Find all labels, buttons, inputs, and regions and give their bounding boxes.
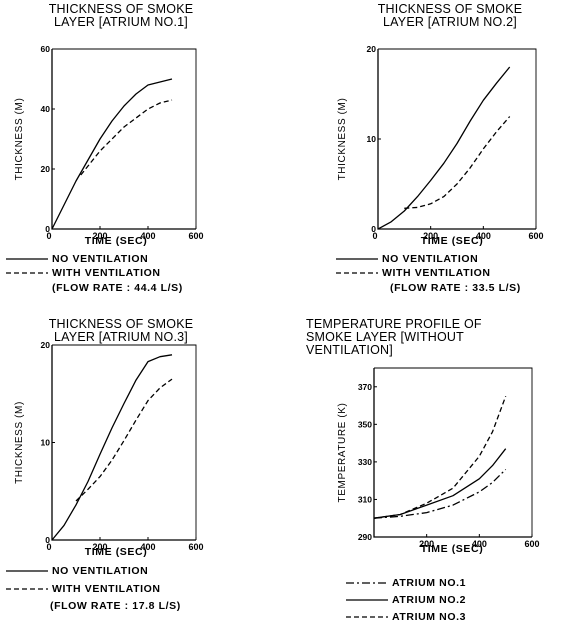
axis-frame-box [52,344,197,540]
series-line-atrium-no-3 [373,395,507,519]
y-axis-label: THICKNESS (M) [14,98,25,181]
y-tick-label: 0 [371,224,376,234]
x-axis-label: TIME (SEC) [421,543,484,555]
axis-frame [373,368,532,538]
chart4-legend-label-atrium2: ATRIUM NO.2 [392,594,467,606]
series-line-no-ventilation [51,78,173,230]
y-tick-label: 0 [45,224,50,234]
chart4-legend-label-atrium1: ATRIUM NO.1 [392,577,467,589]
x-axis-label: TIME (SEC) [85,235,148,247]
chart4-title-line1: TEMPERATURE PROFILE OF [306,317,482,331]
chart1-legend-label-with-vent: WITH VENTILATION [52,267,161,279]
x-axis-label: TIME (SEC) [421,235,484,247]
y-axis-label: THICKNESS (M) [337,98,348,181]
x-tick-label: 200 [92,542,107,552]
x-tick-label: 600 [188,231,203,241]
series-line-atrium-no-2 [373,448,507,519]
chart3-flow-rate: (FLOW RATE : 17.8 L/S) [50,600,181,612]
y-tick-label: 40 [41,104,51,114]
y-tick-label: 10 [41,438,51,448]
x-tick-label: 600 [528,231,543,241]
chart4-legend-label-atrium3: ATRIUM NO.3 [392,611,467,623]
chart4-title: TEMPERATURE PROFILE OF SMOKE LAYER [WITH… [306,318,566,357]
y-axis-label: THICKNESS (M) [14,401,25,484]
x-tick-label: 0 [46,542,51,552]
x-tick-label: 600 [188,542,203,552]
chart2-title-line1: THICKNESS OF SMOKE [377,2,523,16]
series-line-with-ventilation [80,99,173,176]
series-line-atrium-no-1 [373,468,507,519]
x-tick-label: 600 [524,539,539,549]
x-axis-label: TIME (SEC) [85,546,148,558]
y-tick-label: 60 [41,44,51,54]
axis-frame-box [378,48,537,229]
chart1-legend-label-no-vent: NO VENTILATION [52,253,149,265]
chart2-title: THICKNESS OF SMOKE LAYER [ATRIUM NO.2] [330,3,570,29]
x-tick-label: 400 [476,231,491,241]
x-tick-label: 200 [419,539,434,549]
series-line-no-ventilation [377,66,511,230]
y-axis-label: TEMPERATURE (K) [337,403,348,503]
y-tick-label: 10 [367,134,377,144]
chart1-title-line1: THICKNESS OF SMOKE [48,2,194,16]
y-tick-label: 20 [41,340,51,350]
chart3-legend-label-with-vent: WITH VENTILATION [52,583,161,595]
chart3-title-line2: LAYER [ATRIUM NO.3] [54,330,188,344]
chart3-title-line1: THICKNESS OF SMOKE [48,317,194,331]
y-tick-label: 350 [358,419,372,429]
x-tick-label: 0 [46,231,51,241]
chart3-legend-label-no-vent: NO VENTILATION [52,565,149,577]
y-tick-label: 20 [41,164,51,174]
x-tick-label: 200 [423,231,438,241]
x-tick-label: 200 [92,231,107,241]
chart1-title: THICKNESS OF SMOKE LAYER [ATRIUM NO.1] [6,3,236,29]
y-tick-label: 20 [367,44,377,54]
chart1-title-line2: LAYER [ATRIUM NO.1] [54,15,188,29]
axis-frame-box [52,48,197,229]
x-tick-label: 400 [472,539,487,549]
y-tick-label: 370 [358,382,372,392]
series-line-with-ventilation [404,116,511,209]
x-tick-label: 400 [140,542,155,552]
chart4-title-line3: VENTILATION] [306,343,393,357]
chart4-title-line2: SMOKE LAYER [WITHOUT [306,330,464,344]
x-tick-label: 400 [140,231,155,241]
chart1-flow-rate: (FLOW RATE : 44.4 L/S) [52,282,183,294]
y-tick-label: 310 [358,494,372,504]
y-tick-label: 330 [358,457,372,467]
y-tick-label: 290 [358,532,372,542]
y-tick-label: 0 [45,535,50,545]
chart2-flow-rate: (FLOW RATE : 33.5 L/S) [390,282,521,294]
series-line-no-ventilation [51,354,173,541]
chart3-title: THICKNESS OF SMOKE LAYER [ATRIUM NO.3] [6,318,236,344]
chart2-title-line2: LAYER [ATRIUM NO.2] [383,15,517,29]
chart2-legend-label-with-vent: WITH VENTILATION [382,267,491,279]
axis-frame-box [374,367,533,537]
x-tick-label: 0 [372,231,377,241]
chart2-legend-label-no-vent: NO VENTILATION [382,253,479,265]
